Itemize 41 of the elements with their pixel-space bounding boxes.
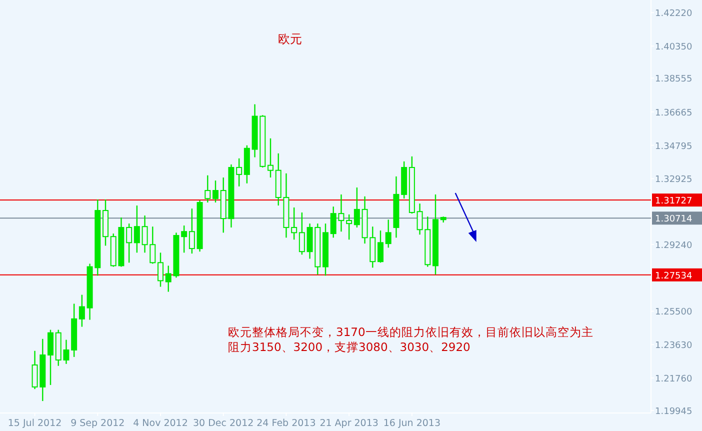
ref-line-label: 1.27534 — [655, 271, 692, 282]
annotation: 阻力3150、3200，支撑3080、3030、2920 — [228, 340, 470, 354]
candlestick — [354, 186, 360, 228]
x-tick-label: 9 Sep 2012 — [70, 418, 125, 429]
candlestick — [126, 222, 132, 264]
candlestick — [134, 204, 140, 254]
x-tick-label: 4 Nov 2012 — [133, 418, 188, 429]
candlestick — [48, 329, 54, 386]
y-tick-label: 1.38555 — [655, 74, 692, 85]
y-tick-label: 1.23630 — [655, 341, 692, 352]
candlestick — [291, 206, 298, 240]
candlestick — [204, 174, 211, 204]
annotation: 欧元整体格局不变，3170一线的阻力依旧有效，目前依旧以高空为主 — [228, 325, 594, 339]
x-tick-label: 15 Jul 2012 — [8, 418, 62, 429]
x-tick-label: 30 Dec 2012 — [193, 418, 254, 429]
y-tick-label: 1.32925 — [655, 175, 692, 186]
text: 欧元 — [278, 32, 302, 46]
candlestick — [378, 230, 384, 264]
x-tick-label: 16 Jun 2013 — [383, 418, 441, 429]
candlestick — [385, 219, 392, 248]
y-tick-label: 1.40350 — [655, 42, 692, 53]
candlestick — [188, 208, 195, 254]
y-tick-label: 1.29240 — [655, 240, 692, 251]
y-tick-label: 1.25500 — [655, 308, 692, 318]
candlestick — [158, 252, 164, 288]
candlestick — [78, 294, 85, 328]
candlestick — [268, 138, 274, 178]
candlestick — [212, 180, 219, 204]
candlestick — [298, 212, 305, 256]
x-tick-label: 21 Apr 2013 — [320, 418, 378, 429]
candlestick — [181, 224, 188, 254]
ref-line-label: 1.31727 — [655, 196, 692, 207]
y-tick-label: 1.42220 — [655, 9, 692, 20]
x-tick-label: 24 Feb 2013 — [256, 418, 316, 429]
y-tick-label: 1.36665 — [655, 108, 692, 118]
candlestick — [236, 158, 242, 188]
candlestick — [346, 214, 352, 240]
y-tick-label: 1.34795 — [655, 142, 692, 152]
y-tick-label: 1.19945 — [655, 406, 692, 417]
ref-line-label: 1.30714 — [655, 214, 692, 225]
y-tick-label: 1.21760 — [655, 374, 692, 385]
